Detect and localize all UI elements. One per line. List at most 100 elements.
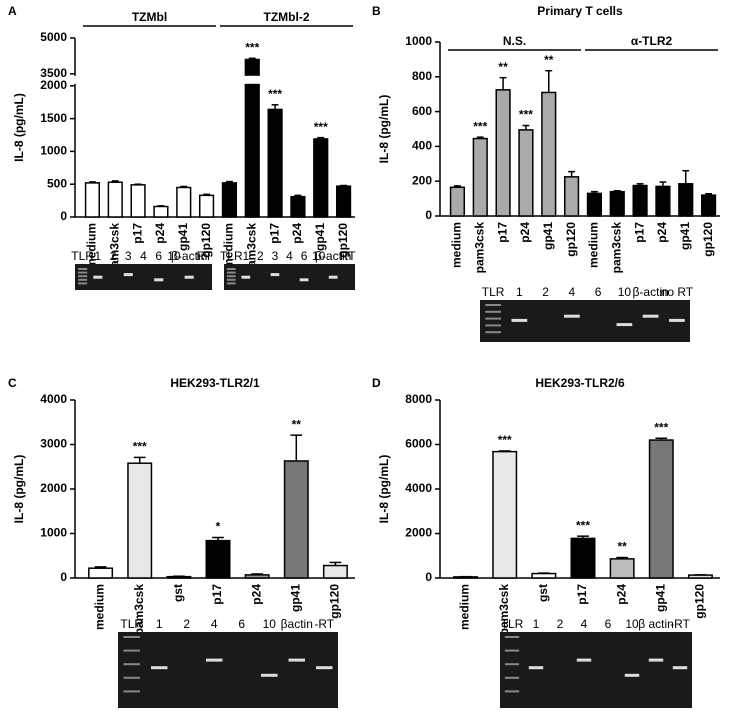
group-label: N.S.	[503, 34, 526, 48]
gel-band	[328, 275, 338, 279]
gel-lane-label: -RT	[670, 617, 690, 631]
y-tick-label: 2000	[405, 526, 432, 540]
gel-ladder	[504, 663, 520, 666]
x-tick-label: p17	[130, 223, 144, 244]
gel-lane-label: 4	[211, 617, 218, 631]
y-tick-label: 500	[47, 176, 67, 190]
x-tick-label: gp120	[564, 222, 578, 257]
x-tick-label: p24	[614, 584, 628, 605]
significance: **	[498, 60, 508, 74]
gel-lane-label: 4	[569, 285, 576, 299]
bar	[570, 537, 596, 579]
x-tick-label: gp120	[199, 223, 213, 258]
gel-band	[624, 673, 640, 677]
bar	[290, 195, 306, 218]
x-tick-label: medium	[222, 223, 236, 269]
x-tick-label: medium	[85, 223, 99, 269]
y-tick-label: 5000	[40, 30, 67, 44]
bar	[283, 460, 309, 579]
gel-lane-label: 6	[238, 617, 245, 631]
bar	[244, 58, 260, 218]
gel-ladder	[226, 275, 236, 278]
x-tick-label: pam3csk	[472, 222, 486, 274]
gel-lane-label: 2	[542, 285, 549, 299]
gel-band	[206, 658, 223, 662]
gel-lane-label: -RT	[314, 617, 334, 631]
y-tick-label: 1000	[40, 144, 67, 158]
bar	[541, 91, 557, 217]
y-tick-label: 3500	[40, 66, 67, 80]
gel-band	[642, 314, 659, 318]
gel-lane-label: 1	[533, 617, 540, 631]
x-tick-label: gp41	[653, 584, 667, 612]
gel-band	[288, 658, 305, 662]
y-tick-label: 200	[412, 173, 432, 187]
bar	[205, 539, 231, 579]
bar	[153, 205, 169, 218]
y-tick-label: 8000	[405, 392, 432, 406]
x-tick-label: p17	[575, 584, 589, 605]
gel-lane-label: 6	[605, 617, 612, 631]
bar	[531, 572, 557, 579]
y-tick-label: 2000	[40, 78, 67, 92]
gel-ladder	[226, 271, 236, 274]
gel-band	[123, 273, 133, 277]
x-tick-label: p24	[290, 223, 304, 244]
gel-lane-label: RT	[340, 249, 356, 263]
gel-band	[241, 275, 251, 279]
significance: ***	[133, 440, 147, 454]
panel-label: C	[8, 376, 17, 390]
gel-ladder	[504, 636, 520, 638]
gel-lane-label: 1	[156, 617, 163, 631]
gel-lane-label: βactin	[281, 617, 313, 631]
gel-band	[184, 275, 194, 279]
x-tick-label: gp41	[678, 222, 692, 250]
bar	[678, 183, 694, 217]
y-axis-label: IL-8 (pg/mL)	[377, 455, 391, 524]
y-tick-label: 3000	[40, 437, 67, 451]
x-tick-label: pam3csk	[107, 223, 121, 275]
gel-lane-label: 4	[286, 249, 293, 263]
y-tick-label: 0	[60, 209, 67, 223]
chart-title: HEK293-TLR2/6	[535, 376, 625, 390]
break-gap	[243, 75, 262, 84]
significance: **	[292, 417, 302, 431]
gel-ladder	[504, 676, 520, 679]
x-tick-label: medium	[93, 584, 107, 630]
gel-ladder	[78, 268, 88, 270]
y-tick-label: 800	[412, 69, 432, 83]
gel-lane-label: 6	[301, 249, 308, 263]
significance: *	[216, 520, 221, 534]
gel-band	[576, 658, 592, 662]
significance: ***	[498, 433, 512, 447]
bar	[563, 176, 580, 217]
x-tick-label: p24	[518, 222, 532, 243]
gel-lane-label: TLR	[120, 617, 143, 631]
gel-lane-label: 6	[595, 285, 602, 299]
gel-lane-label: 10	[167, 249, 181, 263]
panel-label: A	[8, 4, 17, 18]
gel-lane-label: 3	[272, 249, 279, 263]
gel-ladder	[226, 282, 236, 285]
gel-ladder	[78, 275, 88, 278]
x-tick-label: p24	[655, 222, 669, 243]
bar	[472, 137, 488, 217]
bar	[313, 138, 329, 218]
gel-band	[270, 273, 280, 277]
x-tick-label: p17	[210, 584, 224, 605]
x-tick-label: pam3csk	[244, 223, 258, 275]
gel-image	[500, 632, 692, 708]
gel-lane-label: β-actin	[315, 249, 351, 263]
x-tick-label: p24	[249, 584, 263, 605]
group-label: α-TLR2	[631, 34, 673, 48]
gel-lane-label: no RT	[661, 285, 694, 299]
bar	[700, 194, 717, 217]
bar	[492, 450, 518, 579]
gel-ladder	[485, 331, 501, 334]
bar	[495, 89, 511, 217]
bar	[127, 462, 153, 579]
y-axis-label: IL-8 (pg/mL)	[377, 95, 391, 164]
significance: ***	[314, 120, 328, 134]
gel-lane-label: 2	[183, 617, 190, 631]
